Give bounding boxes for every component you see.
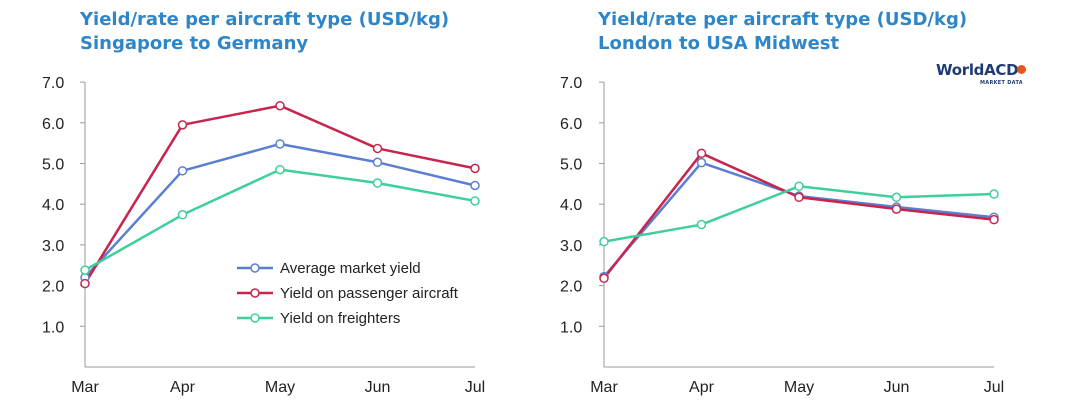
logo-dot-icon xyxy=(1017,65,1026,74)
chart-2-x-tick-label: May xyxy=(784,379,814,396)
chart-1-y-tick-label: 7.0 xyxy=(42,75,64,92)
chart-1-data-point xyxy=(470,163,480,174)
legend-swatch-marker xyxy=(250,263,260,273)
chart-1-x-tick-label: Jun xyxy=(365,379,391,396)
chart-1-title-block: Yield/rate per aircraft type (USD/kg) Si… xyxy=(80,8,449,56)
chart-1-data-point xyxy=(177,210,188,220)
chart-1-data-point xyxy=(275,100,285,111)
chart-2-x-tick-label: Mar xyxy=(590,379,618,396)
chart-2-data-point xyxy=(794,192,804,203)
chart-2-y-tick-label: 6.0 xyxy=(560,116,582,133)
chart-1-data-point xyxy=(372,143,383,154)
chart-2-plot: 1.0 2.0 3.0 4.0 5.0 6.0 7.0 Mar Apr May Jun Jul xyxy=(560,75,1004,396)
legend-label: Yield on passenger aircraft xyxy=(280,285,459,302)
chart-2-y-tick-label: 3.0 xyxy=(560,238,582,255)
chart-1-plot: 1.0 2.0 3.0 4.0 5.0 6.0 7.0 Mar Apr May Jun Jul Aver… xyxy=(42,75,485,396)
chart-2-data-point xyxy=(599,236,609,247)
chart-1-data-point xyxy=(372,157,383,168)
chart-1-data-point xyxy=(470,180,480,191)
chart-2-y-tick-label: 5.0 xyxy=(560,157,582,174)
chart-2-data-point xyxy=(599,273,609,284)
chart-2-data-point xyxy=(696,148,707,159)
chart-1-y-tick-label: 4.0 xyxy=(42,197,64,214)
chart-1-x-tick-label: Jul xyxy=(465,379,485,396)
chart-2-data-point xyxy=(696,157,707,168)
chart-2-data-point xyxy=(794,181,804,192)
legend-swatch-marker xyxy=(250,313,260,323)
chart-1-data-point xyxy=(177,120,188,130)
chart-2-series-line xyxy=(603,152,995,280)
chart-2-title: Yield/rate per aircraft type (USD/kg) xyxy=(598,9,968,30)
chart-1-x-tick-label: May xyxy=(265,379,295,396)
chart-2-data-point xyxy=(989,189,999,199)
chart-1-x-tick-label: Mar xyxy=(71,379,99,396)
chart-1-y-tick-label: 5.0 xyxy=(42,157,64,174)
worldacd-logo: WorldACD MARKET DATA xyxy=(936,61,1036,93)
chart-1-data-point xyxy=(275,139,285,149)
chart-1-y-tick-label: 2.0 xyxy=(42,279,64,296)
chart-2-y-tick-label: 7.0 xyxy=(560,75,582,92)
chart-2-y-tick-label: 2.0 xyxy=(560,279,582,296)
chart-2-subtitle: London to USA Midwest xyxy=(598,33,840,54)
chart-1-data-point xyxy=(470,196,480,206)
chart-1-x-tick-label: Apr xyxy=(170,379,196,396)
legend-swatch-marker xyxy=(250,288,260,298)
chart-1-data-point xyxy=(177,166,188,176)
chart-2-data-point xyxy=(891,192,902,203)
chart-2-series-line xyxy=(603,161,995,278)
chart-1-y-tick-label: 6.0 xyxy=(42,116,64,133)
chart-2-y-tick-label: 4.0 xyxy=(560,197,582,214)
chart-1-data-point xyxy=(80,278,90,289)
chart-1-data-point xyxy=(372,178,383,188)
chart-1-data-point xyxy=(275,164,285,175)
chart-1-y-tick-label: 1.0 xyxy=(42,319,64,336)
chart-1-subtitle: Singapore to Germany xyxy=(80,33,309,54)
chart-1-series-line xyxy=(84,142,476,279)
chart-1-series-line xyxy=(83,104,476,285)
chart-2-x-tick-label: Jun xyxy=(884,379,910,396)
chart-2-x-tick-label: Jul xyxy=(984,379,1004,396)
chart-2-data-point xyxy=(891,204,902,214)
chart-2-x-tick-label: Apr xyxy=(689,379,715,396)
chart-2-data-point xyxy=(696,219,707,230)
chart-1-series-line xyxy=(84,168,476,272)
chart-2-title-block: Yield/rate per aircraft type (USD/kg) Lo… xyxy=(598,8,967,56)
chart-1-data-point xyxy=(80,265,90,275)
chart-1-y-tick-label: 3.0 xyxy=(42,238,64,255)
logo-subtitle: MARKET DATA xyxy=(980,80,1023,86)
chart-1-title: Yield/rate per aircraft type (USD/kg) xyxy=(80,9,450,30)
legend-label: Yield on freighters xyxy=(280,310,400,327)
legend-label: Average market yield xyxy=(280,260,421,277)
chart-2-data-point xyxy=(989,214,999,225)
logo-name: WorldACD xyxy=(936,61,1019,79)
chart-2-y-tick-label: 1.0 xyxy=(560,319,582,336)
